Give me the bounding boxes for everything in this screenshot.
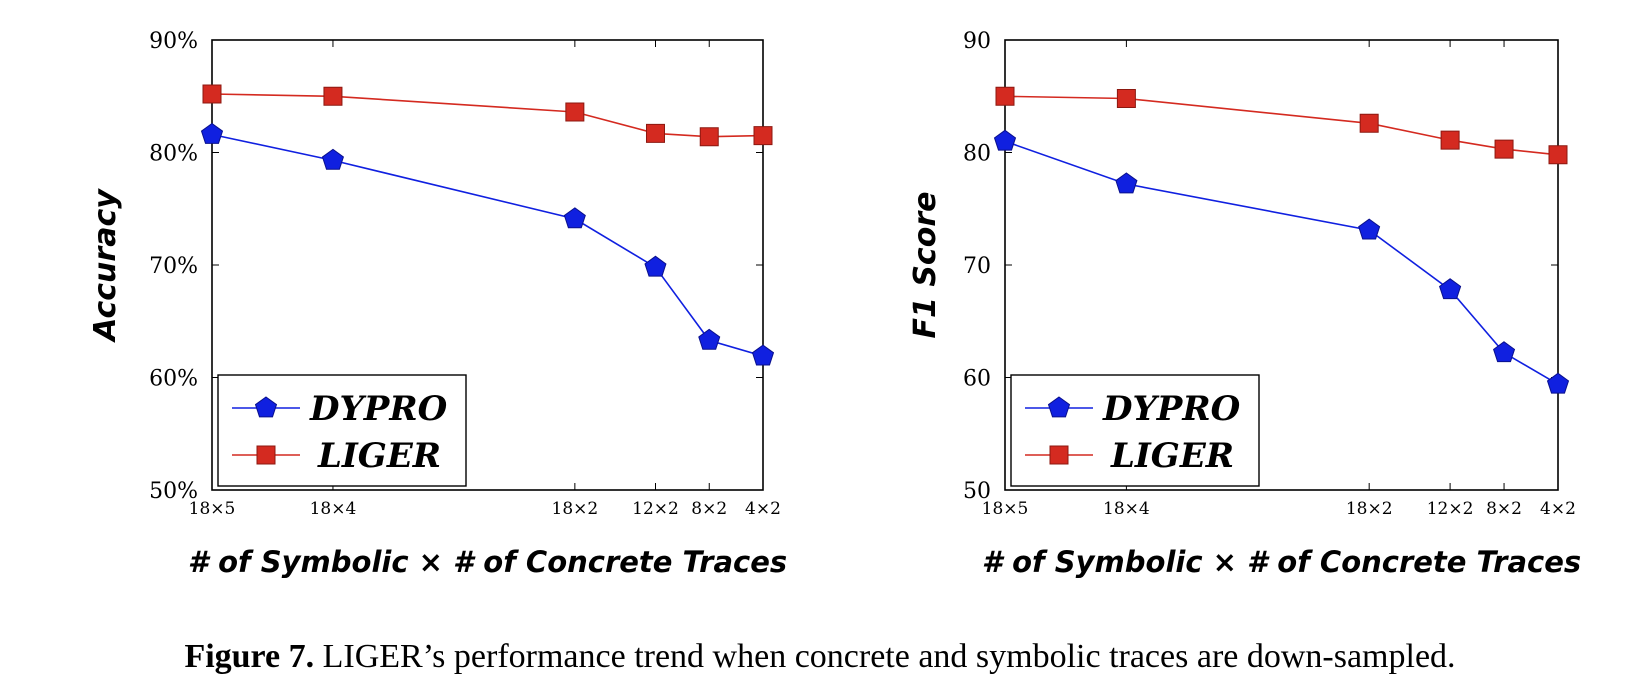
chart-2: 50 60 70 80 90 18×5 18×4 18×2 12×2 8×2 4×2 F1 Score… bbox=[908, 29, 1581, 579]
x-tick-label: 18×4 bbox=[310, 499, 357, 519]
data-point-liger bbox=[645, 123, 665, 143]
x-tick-label: 18×2 bbox=[552, 499, 599, 519]
data-point-dypro bbox=[698, 328, 721, 350]
y-tick-label: 70% bbox=[149, 254, 198, 279]
data-point-dypro bbox=[1493, 341, 1516, 363]
legend: DYPRO LIGER bbox=[1010, 374, 1260, 487]
legend-label-dypro: DYPRO bbox=[309, 389, 448, 429]
data-point-liger bbox=[1440, 130, 1460, 150]
data-point-dypro bbox=[644, 255, 667, 277]
data-point-liger bbox=[1116, 89, 1136, 108]
x-tick-label: 12×2 bbox=[632, 499, 679, 519]
data-point-liger bbox=[1359, 113, 1379, 133]
x-tick-label: 18×5 bbox=[982, 499, 1029, 519]
y-tick-label: 70 bbox=[963, 254, 991, 279]
x-tick-label: 4×2 bbox=[1540, 499, 1576, 519]
chart-1: 50% 60% 70% 80% 90% 18×5 18×4 18×2 12×2 8×2 4×2 Acc… bbox=[88, 29, 787, 579]
data-point-liger bbox=[753, 126, 773, 146]
legend-box bbox=[217, 374, 467, 487]
data-point-liger bbox=[995, 86, 1015, 106]
x-tick-label: 8×2 bbox=[691, 499, 727, 519]
data-point-dypro bbox=[751, 344, 775, 366]
data-point-liger bbox=[202, 84, 222, 104]
legend-marker-dypro bbox=[1047, 396, 1071, 418]
legend-marker-liger bbox=[1049, 445, 1069, 465]
x-tick-label: 18×4 bbox=[1103, 499, 1150, 519]
legend-label-liger: LIGER bbox=[1110, 436, 1234, 476]
legend-label-liger: LIGER bbox=[317, 436, 441, 476]
data-point-dypro bbox=[1115, 172, 1138, 194]
y-axis-label: F1 Score bbox=[908, 192, 943, 339]
series-line-dypro bbox=[211, 133, 764, 357]
data-point-liger bbox=[1494, 139, 1514, 159]
y-tick-label: 80% bbox=[149, 142, 198, 167]
y-tick-label: 50% bbox=[149, 479, 198, 504]
x-tick-label: 4×2 bbox=[745, 499, 781, 519]
series-line-liger bbox=[1004, 95, 1559, 156]
x-tick-label: 8×2 bbox=[1486, 499, 1522, 519]
legend-marker-liger bbox=[256, 445, 276, 465]
x-axis-label: # of Symbolic × # of Concrete Traces bbox=[982, 545, 1581, 579]
series-line-dypro bbox=[1004, 140, 1559, 385]
data-point-dypro bbox=[563, 207, 586, 229]
data-point-dypro bbox=[993, 129, 1017, 151]
y-tick-label: 50 bbox=[963, 479, 991, 504]
data-point-liger bbox=[699, 127, 719, 147]
x-tick-label: 18×5 bbox=[189, 499, 236, 519]
data-point-dypro bbox=[321, 148, 344, 170]
caption-label: Figure 7. bbox=[184, 638, 315, 675]
legend-box bbox=[1010, 374, 1260, 487]
x-axis-label: # of Symbolic × # of Concrete Traces bbox=[188, 545, 787, 579]
data-point-liger bbox=[1548, 145, 1568, 165]
data-point-dypro bbox=[1358, 218, 1381, 240]
data-point-dypro bbox=[1439, 278, 1462, 300]
series-line-liger bbox=[211, 93, 764, 138]
caption-text: ’s performance trend when concrete and s… bbox=[422, 638, 1456, 675]
caption-liger-name: LIGER bbox=[323, 638, 423, 675]
x-tick-label: 12×2 bbox=[1427, 499, 1474, 519]
legend: DYPRO LIGER bbox=[217, 374, 467, 487]
data-point-liger bbox=[323, 86, 343, 106]
x-tick-label: 18×2 bbox=[1346, 499, 1393, 519]
y-tick-label: 60% bbox=[149, 367, 198, 392]
legend-marker-dypro bbox=[254, 396, 278, 418]
data-point-liger bbox=[565, 102, 585, 122]
legend-label-dypro: DYPRO bbox=[1102, 389, 1241, 429]
y-tick-label: 60 bbox=[963, 367, 991, 392]
y-tick-label: 90 bbox=[963, 29, 991, 54]
caption-liger-text: LIGER bbox=[322, 638, 423, 675]
y-tick-label: 90% bbox=[149, 29, 198, 54]
y-axis-label: Accuracy bbox=[88, 188, 123, 343]
y-tick-label: 80 bbox=[963, 142, 991, 167]
figure-caption: Figure 7. LIGER’s performance trend when… bbox=[0, 638, 1640, 676]
data-point-dypro bbox=[200, 122, 224, 144]
data-point-dypro bbox=[1546, 372, 1570, 394]
